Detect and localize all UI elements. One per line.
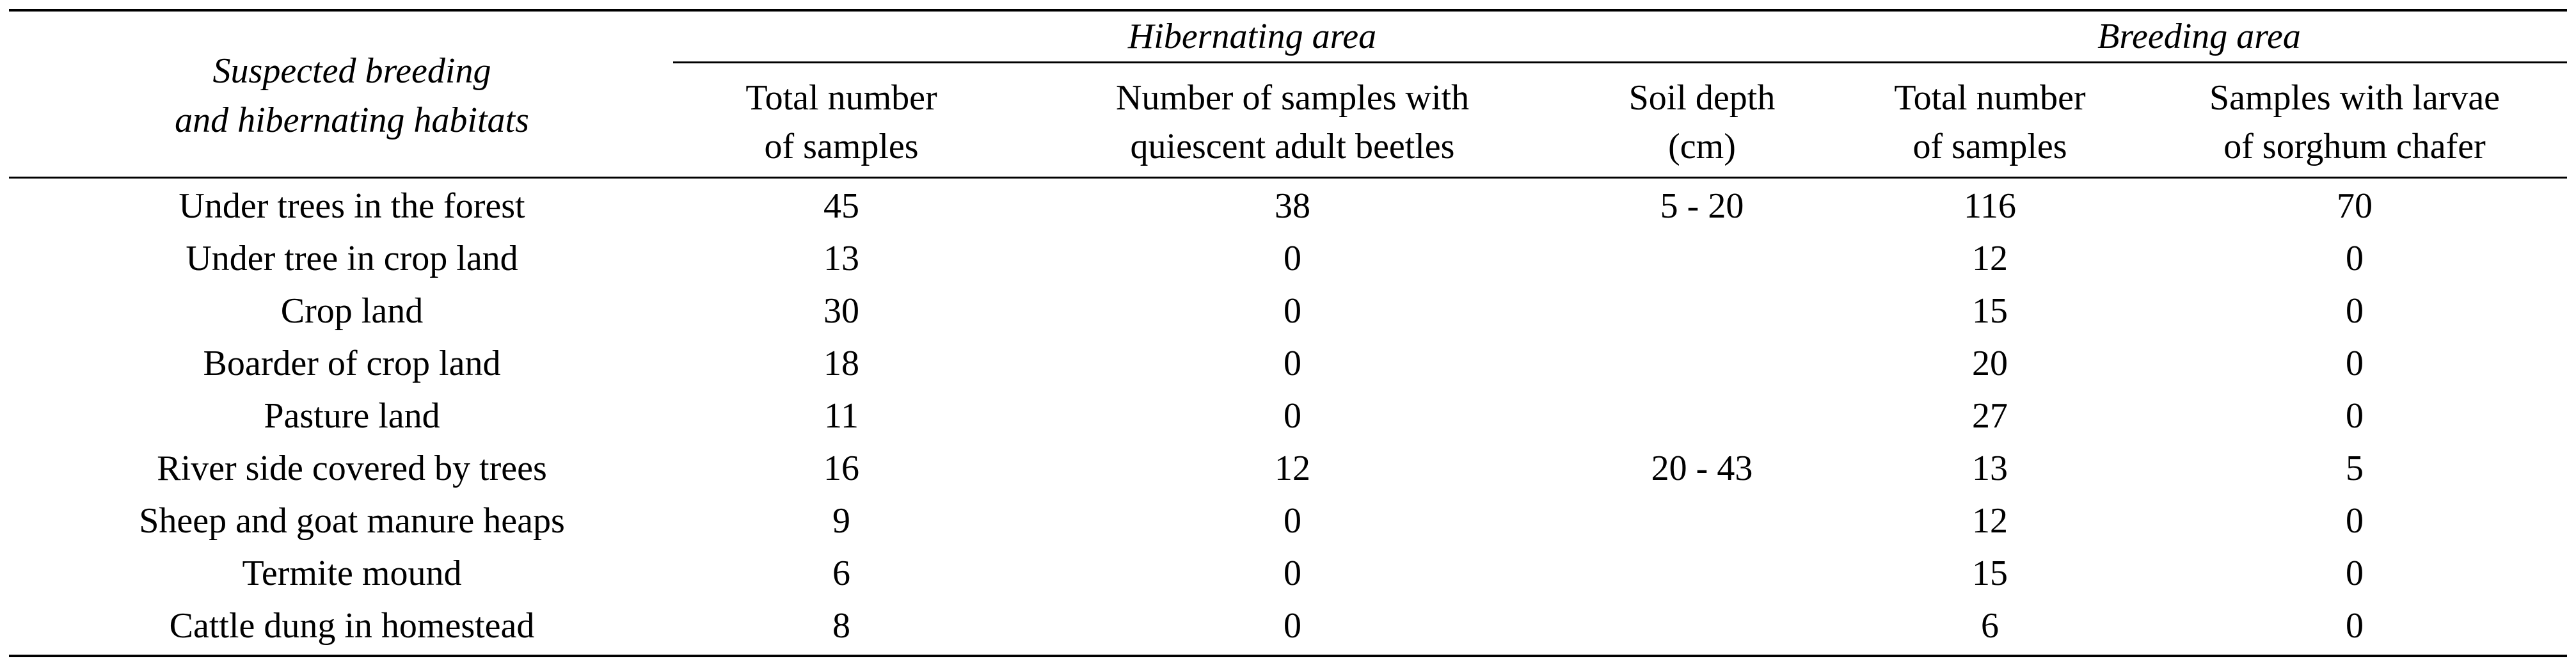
row-4-breed-total: 20: [1972, 344, 2008, 383]
row-6-habitat: River side covered by trees: [157, 449, 547, 488]
row-6-breed-total: 13: [1972, 449, 2008, 488]
row-2-hib-quiescent: 0: [1284, 239, 1301, 278]
group-header-rule: [673, 61, 2567, 63]
row-9-habitat: Cattle dung in homestead: [169, 606, 535, 646]
group-header-hibernating: Hibernating area: [1127, 17, 1377, 56]
row-8-habitat: Termite mound: [242, 554, 462, 593]
col4-header-line-2: of samples: [1912, 127, 2067, 166]
row-8-breed-larvae: 0: [2346, 554, 2364, 593]
row-1-breed-total: 116: [1964, 186, 2016, 226]
row-3-hib-quiescent: 0: [1284, 291, 1301, 331]
row-6-hib-quiescent: 12: [1275, 449, 1310, 488]
row-1-hib-total: 45: [823, 186, 859, 226]
row-7-hib-quiescent: 0: [1284, 501, 1301, 541]
row-7-breed-larvae: 0: [2346, 501, 2364, 541]
row-1-soil-depth: 5 - 20: [1660, 186, 1744, 226]
row-3-breed-total: 15: [1972, 291, 2008, 331]
col4-header-line-1: Total number: [1894, 78, 2086, 118]
row-2-breed-total: 12: [1972, 239, 2008, 278]
stub-header-line-1: Suspected breeding: [212, 51, 491, 91]
row-4-habitat: Boarder of crop land: [203, 344, 501, 383]
row-3-hib-total: 30: [823, 291, 859, 331]
row-4-hib-quiescent: 0: [1284, 344, 1301, 383]
row-3-breed-larvae: 0: [2346, 291, 2364, 331]
row-8-hib-total: 6: [832, 554, 850, 593]
col2-header-line-1: Number of samples with: [1115, 78, 1470, 118]
row-5-habitat: Pasture land: [264, 396, 440, 436]
row-5-hib-total: 11: [824, 396, 859, 436]
row-2-hib-total: 13: [823, 239, 859, 278]
col5-header-line-1: Samples with larvae: [2209, 78, 2500, 118]
row-9-breed-larvae: 0: [2346, 606, 2364, 646]
row-3-habitat: Crop land: [280, 291, 424, 331]
col2-header-line-2: quiescent adult beetles: [1130, 127, 1455, 166]
stub-header-line-2: and hibernating habitats: [175, 100, 529, 140]
row-2-habitat: Under tree in crop land: [186, 239, 518, 278]
row-6-hib-total: 16: [823, 449, 859, 488]
col3-header-line-2: (cm): [1668, 127, 1736, 166]
row-6-breed-larvae: 5: [2346, 449, 2364, 488]
row-2-breed-larvae: 0: [2346, 239, 2364, 278]
col1-header-line-1: Total number: [745, 78, 937, 118]
row-5-breed-total: 27: [1972, 396, 2008, 436]
row-7-hib-total: 9: [832, 501, 850, 541]
col5-header-line-2: of sorghum chafer: [2223, 127, 2486, 166]
header-bottom-rule: [9, 177, 2567, 179]
row-7-habitat: Sheep and goat manure heaps: [139, 501, 565, 541]
row-4-breed-larvae: 0: [2346, 344, 2364, 383]
row-4-hib-total: 18: [823, 344, 859, 383]
col3-header-line-1: Soil depth: [1628, 78, 1776, 118]
row-6-soil-depth: 20 - 43: [1651, 449, 1753, 488]
row-1-habitat: Under trees in the forest: [179, 186, 525, 226]
row-5-hib-quiescent: 0: [1284, 396, 1301, 436]
row-1-breed-larvae: 70: [2337, 186, 2373, 226]
row-9-hib-total: 8: [832, 606, 850, 646]
row-7-breed-total: 12: [1972, 501, 2008, 541]
row-8-hib-quiescent: 0: [1284, 554, 1301, 593]
row-9-hib-quiescent: 0: [1284, 606, 1301, 646]
top-rule: [9, 9, 2567, 12]
group-header-breeding: Breeding area: [2097, 17, 2301, 56]
bottom-rule: [9, 655, 2567, 657]
col1-header-line-2: of samples: [764, 127, 919, 166]
row-5-breed-larvae: 0: [2346, 396, 2364, 436]
row-8-breed-total: 15: [1972, 554, 2008, 593]
row-1-hib-quiescent: 38: [1275, 186, 1310, 226]
row-9-breed-total: 6: [1981, 606, 1999, 646]
